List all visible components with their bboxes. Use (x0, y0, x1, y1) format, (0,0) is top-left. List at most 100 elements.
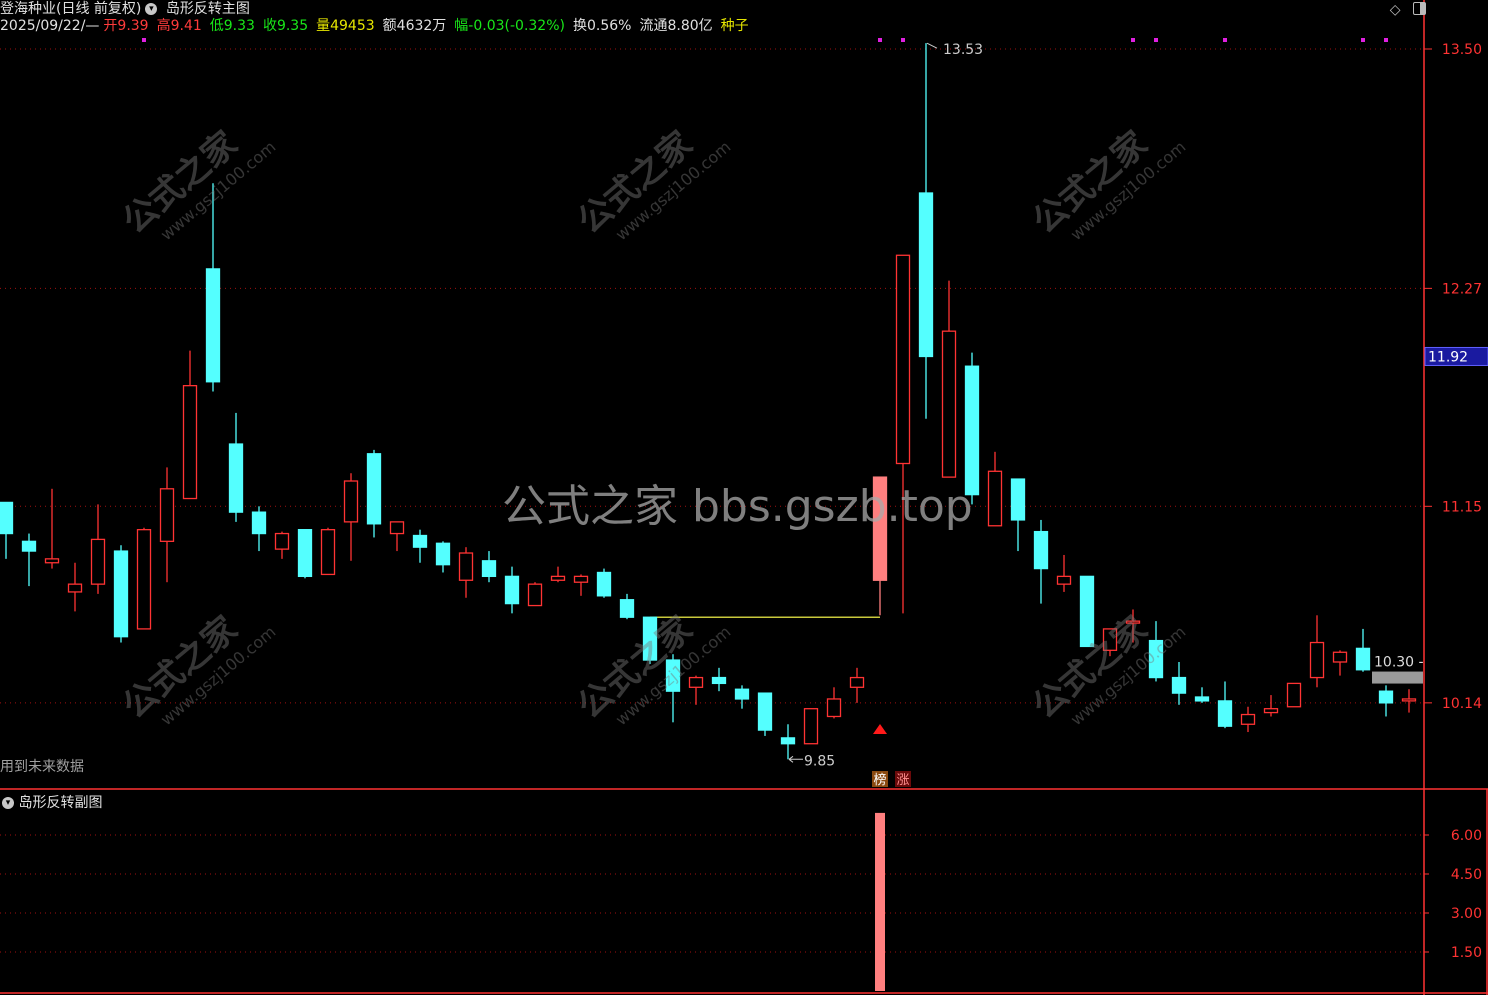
open-label: 开 (103, 18, 118, 34)
candle (550, 566, 566, 583)
candle-body (872, 476, 888, 581)
signal-dot (1361, 38, 1365, 42)
dropdown-circle-icon[interactable]: ▾ (145, 3, 158, 15)
candle (527, 582, 543, 607)
low-mark-label: 9.85 (804, 753, 835, 769)
candle-body (366, 453, 382, 525)
diamond-icon[interactable]: ◇ (1389, 2, 1401, 18)
candle (941, 280, 957, 478)
candle (320, 527, 336, 576)
sector-link[interactable]: 种子 (720, 18, 749, 34)
candle (159, 467, 175, 583)
current-price-label: 11.92 (1428, 349, 1468, 365)
candle (251, 506, 267, 552)
candle-body (757, 692, 773, 731)
candle-body (964, 365, 980, 496)
price-tick-label: 12.27 (1442, 281, 1482, 297)
candle (412, 529, 428, 563)
candle-body (412, 534, 428, 548)
candle-body (941, 330, 957, 478)
candle (1355, 628, 1371, 672)
high-value: 9.41 (170, 18, 202, 34)
candle-body (1010, 478, 1026, 521)
level-label: 10.30 - (1374, 655, 1424, 671)
sub-signal-bar (875, 812, 885, 991)
candle-body (274, 532, 290, 550)
dropdown-circle-icon[interactable]: ▾ (2, 797, 14, 809)
candle (1033, 519, 1049, 604)
candle (113, 545, 129, 643)
date: 2025/09/22/— (0, 18, 100, 34)
candle (780, 724, 796, 760)
float-value: 8.80亿 (667, 18, 713, 34)
candle-body (987, 470, 1003, 527)
stock-name: 登海种业(日线 前复权) (0, 1, 142, 17)
candle (964, 352, 980, 505)
candle (619, 593, 635, 620)
amount-value: 4632万 (396, 18, 447, 34)
volume-label: 量 (316, 18, 331, 34)
candle (435, 541, 451, 573)
candle-body (849, 676, 865, 688)
candle-body (67, 583, 83, 593)
candle-body (228, 443, 244, 513)
candle (1401, 689, 1417, 713)
candle-body (642, 616, 658, 661)
candle (734, 685, 750, 709)
candle (504, 566, 520, 614)
close-label: 收 (262, 18, 277, 34)
sub-chart-title[interactable]: ▾ 岛形反转副图 (2, 792, 102, 812)
candle-body (182, 385, 198, 500)
price-tick-label: 11.15 (1442, 499, 1482, 515)
quote-row: 2025/09/22/— 开9.39 高9.41 低9.33 收9.35 量49453 额4… (0, 18, 753, 35)
candle-body (251, 511, 267, 535)
candle-body (1378, 690, 1394, 704)
sub-tick-label: 3.00 (1451, 906, 1482, 922)
candle-body (159, 488, 175, 542)
volume-value: 49453 (330, 18, 375, 34)
candle (1217, 681, 1233, 729)
candle-body (1309, 641, 1325, 679)
candle-body (665, 659, 681, 692)
level-bar (1372, 671, 1423, 684)
candle-body (1286, 682, 1302, 708)
candle (826, 687, 842, 719)
candle (872, 476, 888, 616)
candle (366, 449, 382, 538)
candle-body (343, 480, 359, 523)
candle-body (1401, 698, 1417, 702)
candle-body (44, 558, 60, 564)
candle-body (550, 575, 566, 581)
candle (205, 183, 221, 392)
candle (182, 350, 198, 500)
candle (1194, 687, 1210, 703)
candle-body (90, 538, 106, 585)
candle-body (1056, 575, 1072, 585)
low-mark-arrow (788, 755, 803, 763)
high-mark-arrow (926, 42, 938, 49)
candle (849, 667, 865, 703)
candle-body (711, 676, 727, 685)
candle-body (826, 698, 842, 718)
main-indicator-name[interactable]: 岛形反转主图 (165, 1, 250, 17)
rank-tag: 榜 (873, 772, 886, 788)
candle (67, 562, 83, 612)
candle (389, 521, 405, 552)
candle-body (1148, 639, 1164, 679)
candle (90, 504, 106, 594)
candle-body (527, 583, 543, 607)
turnover-label: 换 (572, 18, 587, 34)
price-tick-label: 10.14 (1442, 696, 1482, 712)
candle-body (1033, 530, 1049, 570)
title-row: 登海种业(日线 前复权) ▾ 岛形反转主图 (0, 1, 254, 18)
future-data-note: 用到未来数据 (0, 759, 84, 775)
sub-tick-label: 1.50 (1451, 945, 1482, 961)
candle-body (803, 708, 819, 745)
top-right-icons: ◇ (1390, 2, 1426, 18)
candle (803, 708, 819, 745)
candle-body (1079, 575, 1095, 648)
candle (297, 529, 313, 579)
panel-toggle-icon[interactable] (1413, 2, 1426, 15)
candle-body (1332, 651, 1348, 663)
